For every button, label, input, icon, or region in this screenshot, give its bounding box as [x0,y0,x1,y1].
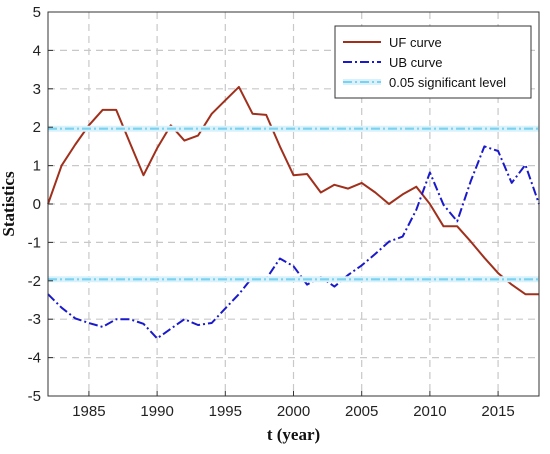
legend-label: UF curve [389,35,442,50]
y-tick-label: 5 [33,4,41,21]
y-tick-label: 1 [33,158,41,175]
y-axis-label: Statistics [0,171,18,237]
x-tick-label: 2010 [413,403,446,420]
x-tick-label: 2000 [277,403,310,420]
ub-curve-line [47,145,540,340]
y-tick-label: -3 [28,311,41,328]
y-tick-label: 3 [33,81,41,98]
legend-label: UB curve [389,55,442,70]
x-tick-label: 1985 [72,403,105,420]
series-group [47,85,540,340]
uf-curve-line [47,85,539,296]
legend-label: 0.05 significant level [389,75,506,90]
legend: UF curve UB curve 0.05 significant level [334,25,532,99]
x-tick-label: 2005 [345,403,378,420]
x-tick-label: 1995 [209,403,242,420]
x-tick-label: 2015 [481,403,514,420]
y-tick-label: -4 [28,350,41,367]
y-tick-label: -5 [28,388,41,405]
axis-ticks: 1985 1990 1995 2000 2005 2010 2015 -5 -4 -3 -2 -1 0 1… [28,4,515,420]
y-tick-label: 0 [33,196,41,213]
y-tick-label: -1 [28,234,41,251]
x-axis-label: t (year) [267,425,320,444]
y-tick-label: 4 [33,42,41,59]
x-tick-label: 1990 [140,403,173,420]
y-tick-label: 2 [33,119,41,136]
y-tick-label: -2 [28,273,41,290]
